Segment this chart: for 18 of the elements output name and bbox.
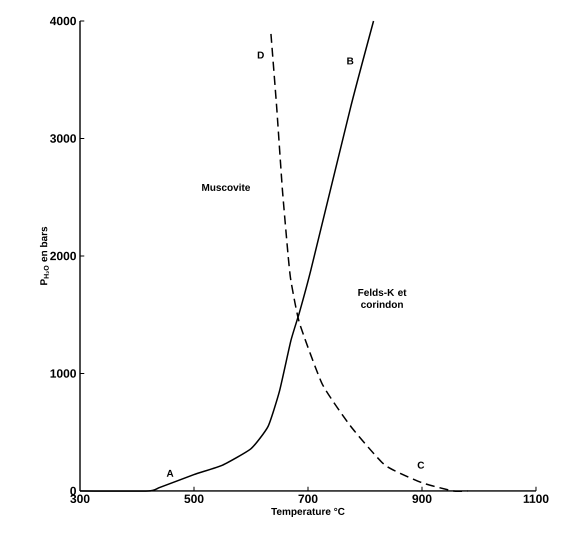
annotation: Felds-K et corindon	[358, 288, 406, 308]
x-tick-label: 900	[412, 494, 432, 504]
y-tick-label: 3000	[50, 134, 76, 143]
x-tick-label: 1100	[524, 494, 549, 504]
x-tick-label: 700	[298, 494, 318, 504]
annotation: B	[347, 58, 354, 64]
x-tick-label: 500	[184, 494, 204, 504]
y-tick-label: 4000	[50, 16, 76, 26]
y-tick-label: 0	[70, 486, 76, 496]
y-axis-title: P$_{H₂O}$ en bars	[40, 226, 49, 285]
annotation: D	[258, 52, 264, 59]
x-axis-title: Temperature °C	[271, 508, 345, 517]
annotation: C	[418, 462, 424, 469]
y-tick-label: 2000	[50, 252, 76, 260]
y-tick-label: 1000	[50, 369, 76, 378]
x-tick-label: 300	[70, 494, 90, 504]
annotation: A	[166, 470, 174, 477]
annotation: Muscovite	[202, 184, 250, 191]
